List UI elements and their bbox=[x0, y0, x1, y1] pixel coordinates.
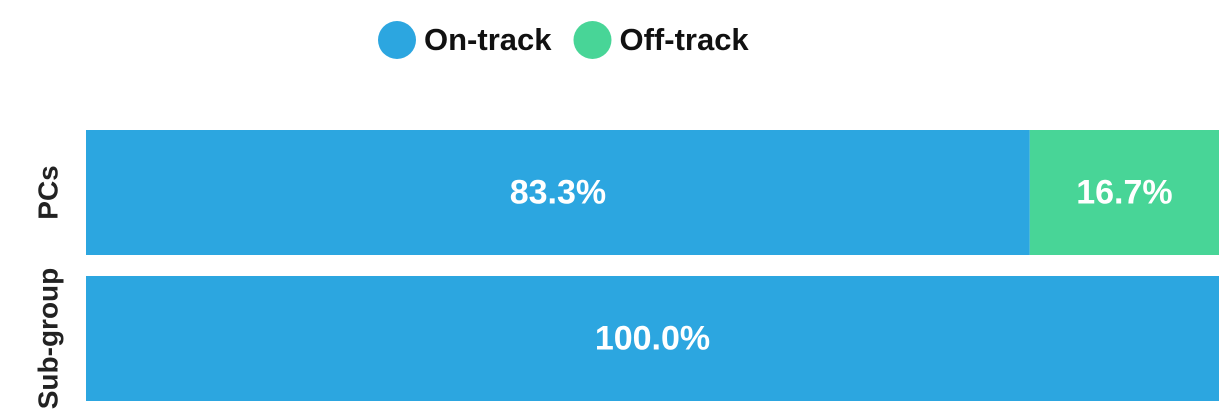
legend-label: On-track bbox=[424, 22, 552, 57]
value-label: 83.3% bbox=[510, 173, 606, 211]
value-label: 100.0% bbox=[595, 319, 710, 357]
legend-swatch bbox=[573, 21, 612, 59]
legend-swatch bbox=[378, 21, 416, 59]
category-label: Sub-group bbox=[32, 268, 63, 410]
category-label: PCs bbox=[32, 165, 63, 219]
legend-label: Off-track bbox=[619, 22, 749, 57]
value-label: 16.7% bbox=[1076, 173, 1172, 211]
bar-segment bbox=[1029, 130, 1219, 255]
bar-segment bbox=[86, 130, 1030, 255]
bar-segment bbox=[86, 276, 1219, 401]
